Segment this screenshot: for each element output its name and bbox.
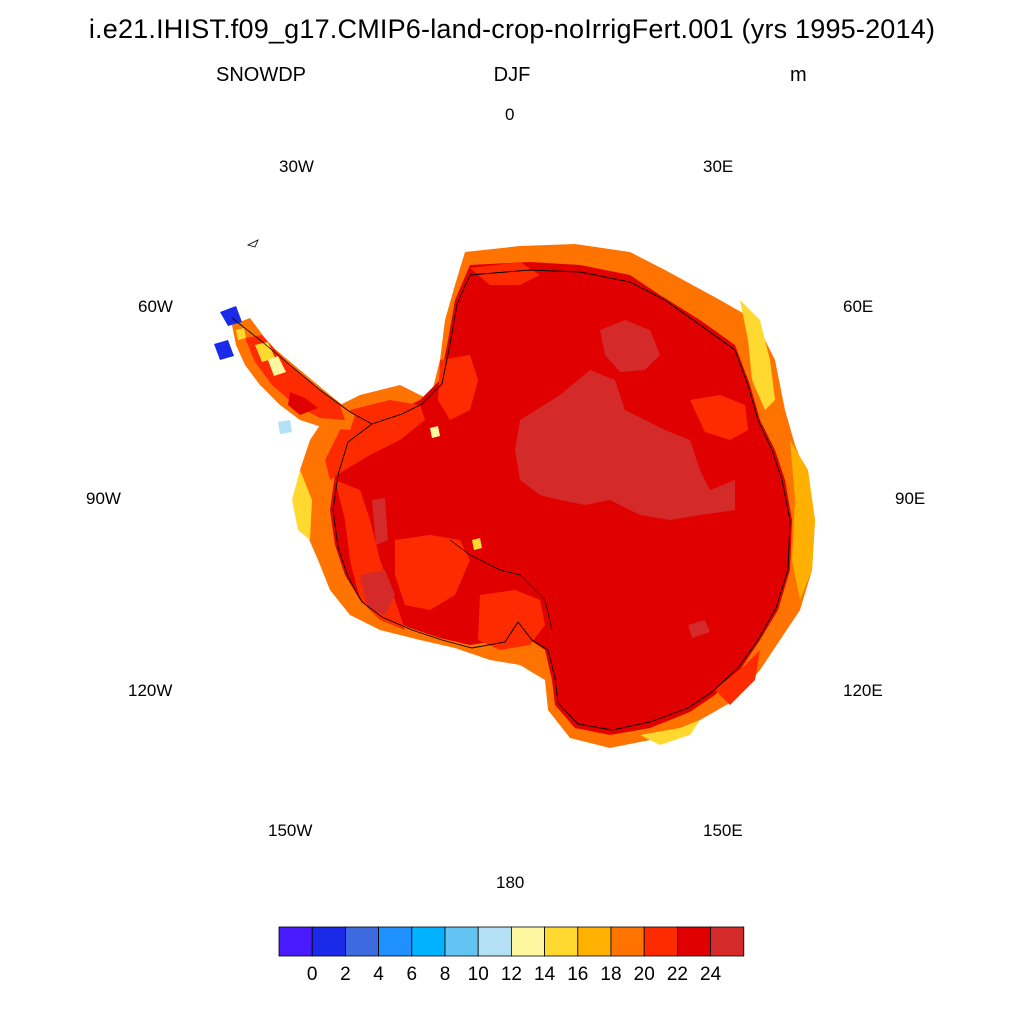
colorbar-label-6: 12 xyxy=(501,964,522,985)
colorbar-label-12: 24 xyxy=(700,964,722,985)
colorbar-swatch-1 xyxy=(311,926,346,957)
patch-marie-byrd xyxy=(395,535,470,610)
lon-label-30w: 30W xyxy=(279,157,314,176)
peninsula-coastline xyxy=(231,317,373,425)
plot-title: i.e21.IHIST.f09_g17.CMIP6-land-crop-noIr… xyxy=(88,14,936,44)
colorbar-swatch-7 xyxy=(510,926,545,957)
lon-label-120w: 120W xyxy=(128,681,173,700)
ross-shelf-edge xyxy=(449,539,553,631)
lon-label-120e: 120E xyxy=(843,681,883,700)
lon-label-0: 0 xyxy=(505,105,515,124)
plateau-west-patch xyxy=(360,570,395,615)
colorbar-label-9: 18 xyxy=(600,964,621,985)
colorbar-label-5: 10 xyxy=(468,964,489,985)
colorbar-label-11: 22 xyxy=(667,964,688,985)
colorbar-label-0: 0 xyxy=(307,964,318,985)
fringe-yellow-south xyxy=(640,720,700,745)
colorbar-label-3: 6 xyxy=(407,964,418,985)
colorbar-swatch-10 xyxy=(610,926,645,957)
coastline xyxy=(332,269,791,731)
lon-label-150w: 150W xyxy=(268,821,313,840)
colorbar-swatch-6 xyxy=(477,926,512,957)
patch-amery xyxy=(690,395,748,440)
colorbar-swatch-11 xyxy=(643,926,678,957)
colorbar-swatch-3 xyxy=(378,926,413,957)
peninsula-inner xyxy=(288,392,318,415)
patch-north-coast xyxy=(470,262,540,285)
colorbar-swatch-5 xyxy=(444,926,479,957)
fringe-yellow-west xyxy=(292,470,312,540)
south-shetland-outline xyxy=(246,239,259,248)
yellow-spot xyxy=(472,538,482,550)
colorbar-swatch-2 xyxy=(345,926,380,957)
fringe-amber-east xyxy=(790,440,815,600)
colorbar-swatch-8 xyxy=(544,926,579,957)
plateau-dome-a xyxy=(600,320,660,372)
colorbar-swatch-9 xyxy=(577,926,612,957)
colorbar-swatch-0 xyxy=(278,926,313,957)
colorbar-label-10: 20 xyxy=(634,964,655,985)
plateau-small-patch xyxy=(688,620,710,638)
colorbar-label-2: 4 xyxy=(373,964,384,985)
units-label: m xyxy=(790,64,807,86)
peninsula-tip-blue xyxy=(220,306,242,326)
season-label: DJF xyxy=(493,64,531,86)
patch-wilkes xyxy=(715,650,760,705)
colorbar-label-7: 14 xyxy=(534,964,556,985)
pale-spot xyxy=(430,426,440,438)
patch-weddell xyxy=(438,355,478,420)
lon-label-60w: 60W xyxy=(138,297,173,316)
peninsula-lightblue xyxy=(278,420,292,434)
colorbar-label-1: 2 xyxy=(340,964,351,985)
lon-label-90w: 90W xyxy=(86,489,121,508)
colorbar-label-4: 8 xyxy=(440,964,451,985)
lon-label-90e: 90E xyxy=(895,489,926,508)
colorbar-label-8: 16 xyxy=(567,964,588,985)
lon-label-60e: 60E xyxy=(843,297,874,316)
peninsula-pale xyxy=(268,356,286,376)
plateau-sliver xyxy=(372,498,388,545)
colorbar-swatch-4 xyxy=(411,926,446,957)
colorbar: 0 2 4 6 8 10 12 14 16 18 20 22 24 xyxy=(278,926,745,985)
lon-label-150e: 150E xyxy=(703,821,743,840)
peninsula-blue-2 xyxy=(214,340,234,360)
colorbar-swatch-12 xyxy=(676,926,711,957)
interior-plateau xyxy=(515,370,735,520)
fringe-yellow-east xyxy=(740,300,775,410)
variable-label: SNOWDP xyxy=(216,64,306,86)
peninsula-yellow xyxy=(255,342,275,362)
peninsula-tip-yellow xyxy=(236,328,246,340)
lon-label-180: 180 xyxy=(496,873,525,892)
antarctica-snow-depth-field xyxy=(214,239,815,748)
colorbar-swatch-13 xyxy=(710,926,745,957)
lon-label-30e: 30E xyxy=(703,157,734,176)
